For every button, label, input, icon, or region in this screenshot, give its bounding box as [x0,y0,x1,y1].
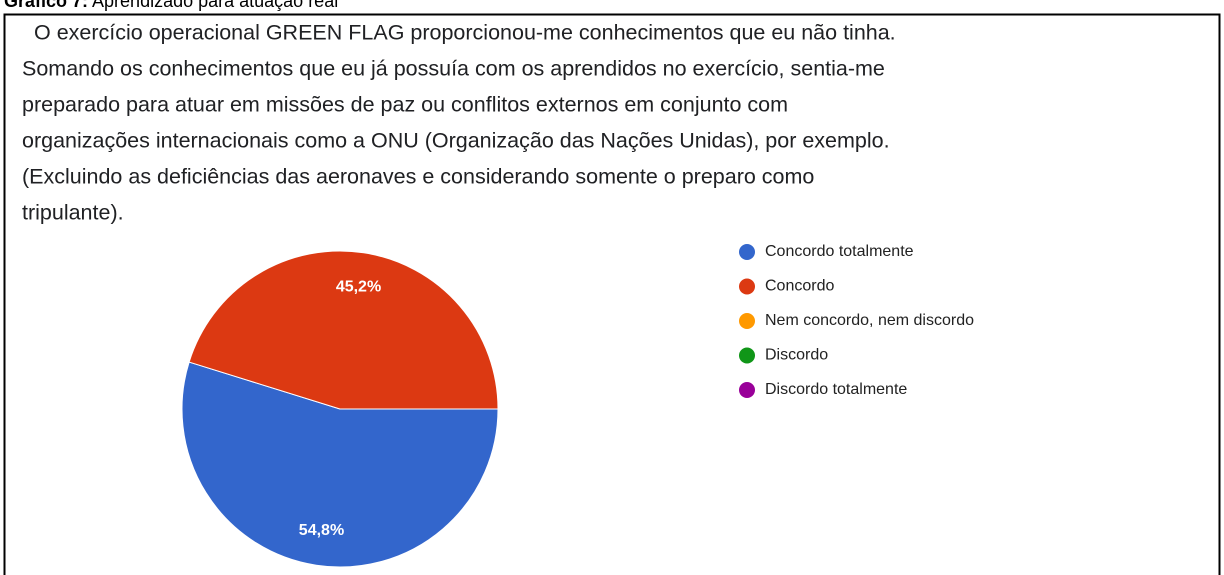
question-line: preparado para atuar em missões de paz o… [22,93,788,117]
legend-swatch [739,278,755,295]
slice-label: 54,8% [299,522,344,539]
question-line: O exercício operacional GREEN FLAG propo… [34,21,896,45]
legend-swatch [739,382,755,398]
legend-label: Discordo totalmente [765,381,907,398]
slice-label: 45,2% [336,278,381,295]
question-line: tripulante). [22,201,124,225]
question-line: (Excluindo as deficiências das aeronaves… [22,165,814,189]
pie-slice [181,361,499,568]
question-line: Somando os conhecimentos que eu já possu… [22,57,885,81]
caption-text: Aprendizado para atuação real [92,0,338,11]
legend-label: Concordo totalmente [765,243,914,260]
caption: Gráfico 7: Aprendizado para atuação real [4,0,338,11]
question-line: organizações internacionais como a ONU (… [22,129,890,153]
legend-swatch [739,313,755,329]
legend-swatch [739,347,755,364]
legend-label: Concordo [765,278,834,295]
legend-swatch [739,244,755,260]
pie-slice [188,250,499,410]
legend-label: Nem concordo, nem discordo [765,312,974,329]
legend-label: Discordo [765,347,828,364]
caption-label: Gráfico 7: [4,0,88,11]
